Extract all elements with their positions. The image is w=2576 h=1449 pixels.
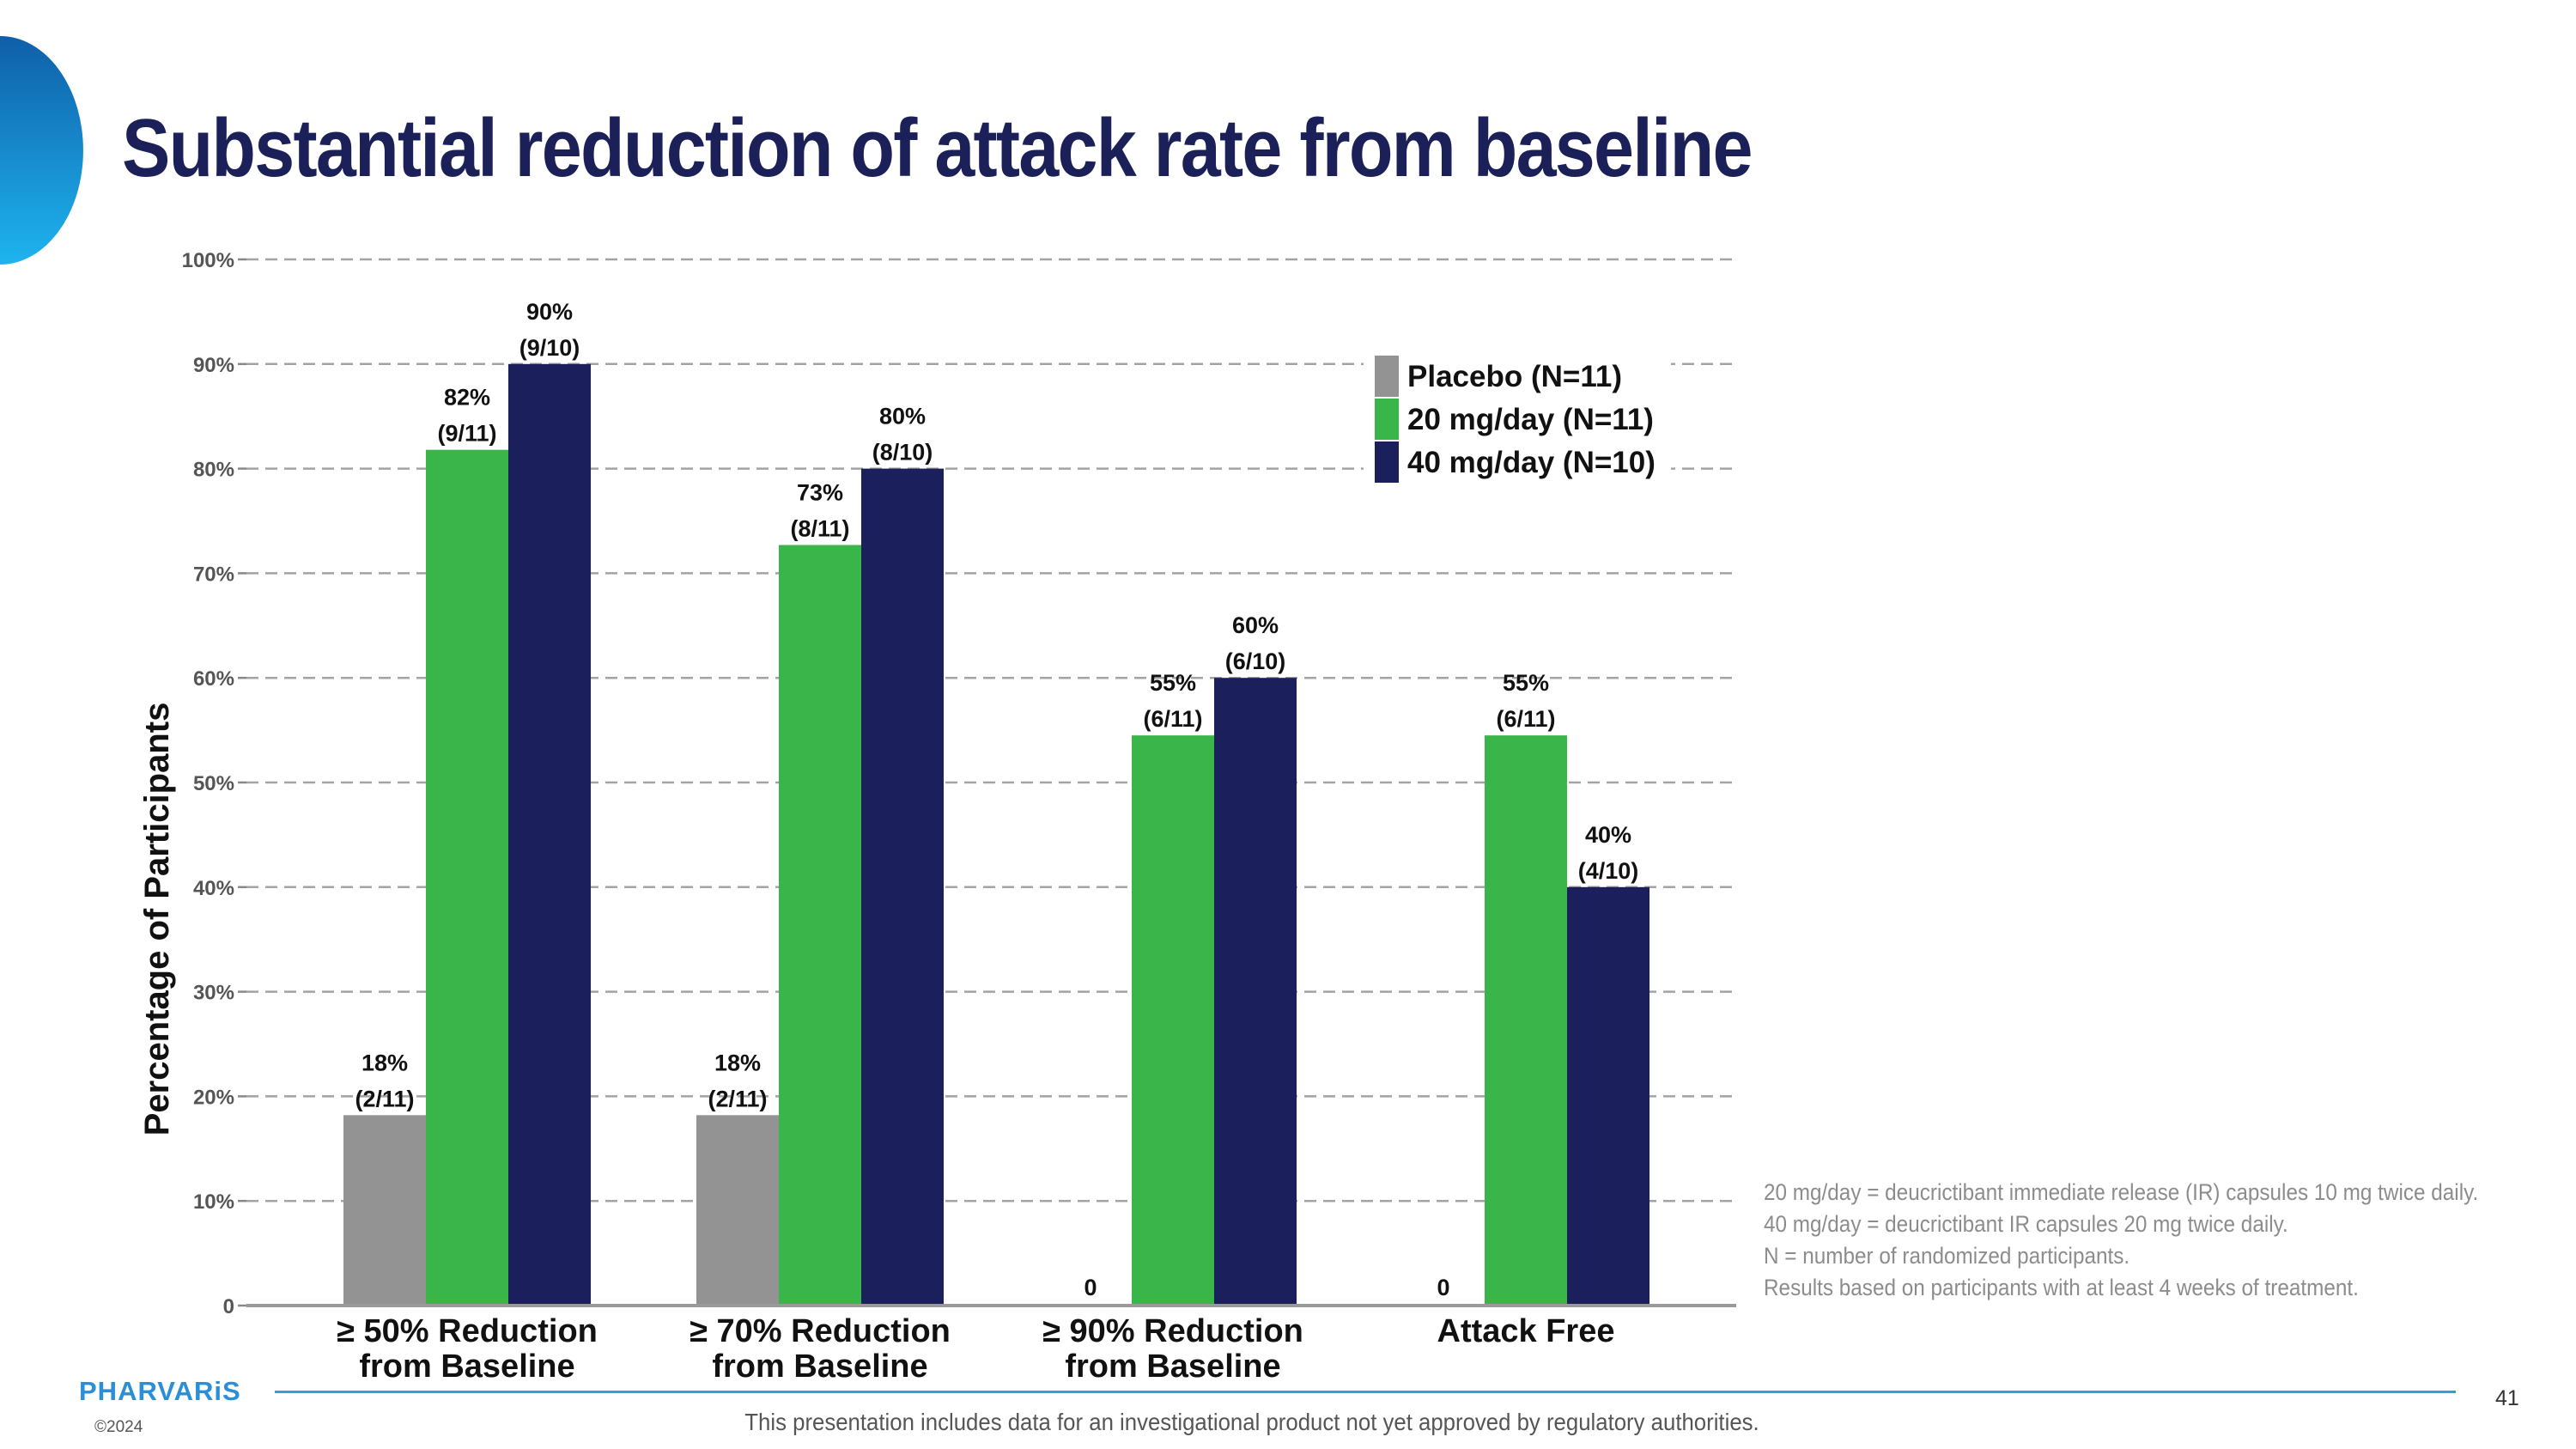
data-label: 55% bbox=[1503, 670, 1549, 696]
x-tick-label: ≥ 50% Reduction bbox=[337, 1313, 598, 1349]
y-tick-label: 10% bbox=[193, 1190, 234, 1214]
bar bbox=[426, 449, 508, 1306]
x-tick-label: Attack Free bbox=[1437, 1313, 1615, 1349]
data-label: (9/11) bbox=[437, 421, 496, 447]
corner-decoration bbox=[0, 36, 83, 265]
legend: Placebo (N=11) 20 mg/day (N=11) 40 mg/day … bbox=[1364, 345, 1671, 493]
data-label: (6/11) bbox=[1143, 706, 1202, 732]
data-label: 80% bbox=[879, 404, 926, 429]
data-label: (8/10) bbox=[872, 440, 933, 466]
data-labels: 18% (2/11) 82% (9/11) 90% (9/10) 18% (2/11) 73% (… bbox=[355, 299, 1638, 1300]
y-tick-label: 70% bbox=[193, 563, 234, 586]
bars bbox=[343, 363, 1649, 1306]
bar bbox=[1567, 886, 1649, 1306]
bar bbox=[861, 468, 944, 1306]
y-tick-label: 20% bbox=[193, 1086, 234, 1109]
page-title: Substantial reduction of attack rate fro… bbox=[122, 102, 1753, 194]
data-label: 18% bbox=[714, 1050, 761, 1075]
legend-swatch bbox=[1375, 441, 1399, 483]
data-label: (2/11) bbox=[708, 1086, 767, 1111]
footer-divider bbox=[275, 1391, 2456, 1393]
footnote: 20 mg/day = deucrictibant immediate rele… bbox=[1764, 1179, 2479, 1205]
footnotes: 20 mg/day = deucrictibant immediate rele… bbox=[1764, 1177, 2571, 1304]
data-label: 55% bbox=[1150, 670, 1196, 696]
x-tick-label: from Baseline bbox=[712, 1349, 927, 1385]
y-tick-label: 80% bbox=[193, 459, 234, 482]
data-label: 90% bbox=[526, 299, 573, 325]
x-tick-label: ≥ 70% Reduction bbox=[690, 1313, 951, 1349]
page-number: 41 bbox=[2495, 1386, 2519, 1410]
y-tick-label: 100% bbox=[182, 249, 234, 272]
y-tick-label: 0 bbox=[223, 1295, 234, 1318]
legend-label: 40 mg/day (N=10) bbox=[1407, 446, 1656, 479]
data-label: 18% bbox=[361, 1050, 408, 1075]
y-axis-label: Percentage of Participants bbox=[138, 703, 176, 1136]
y-tick-label: 90% bbox=[193, 354, 234, 377]
y-tick-label: 30% bbox=[193, 982, 234, 1005]
bar bbox=[508, 363, 591, 1306]
y-tick-label: 60% bbox=[193, 667, 234, 691]
footnote: Results based on participants with at le… bbox=[1764, 1275, 2359, 1300]
x-tick-label: ≥ 90% Reduction bbox=[1042, 1313, 1303, 1349]
data-label: (6/11) bbox=[1496, 706, 1555, 732]
data-label: 73% bbox=[797, 480, 843, 506]
legend-label: Placebo (N=11) bbox=[1407, 360, 1622, 393]
data-label: (6/10) bbox=[1225, 648, 1286, 674]
bar bbox=[696, 1115, 779, 1306]
bar bbox=[1214, 678, 1297, 1306]
data-label: 82% bbox=[444, 385, 490, 411]
y-axis-ticks: 0 10% 20% 30% 40% 50% 60% 70% 80% 90% 100% bbox=[182, 249, 246, 1318]
data-label: 0 bbox=[1437, 1275, 1449, 1300]
legend-swatch bbox=[1375, 356, 1399, 397]
data-label: 0 bbox=[1084, 1275, 1097, 1300]
y-tick-label: 40% bbox=[193, 877, 234, 900]
bar bbox=[779, 545, 861, 1306]
data-label: 60% bbox=[1232, 612, 1279, 638]
legend-label: 20 mg/day (N=11) bbox=[1407, 403, 1654, 436]
disclaimer: This presentation includes data for an i… bbox=[744, 1409, 1759, 1435]
legend-swatch bbox=[1375, 399, 1399, 440]
bar bbox=[343, 1115, 426, 1306]
data-label: 40% bbox=[1585, 822, 1631, 848]
brand-logo: PHARVARiS bbox=[79, 1376, 241, 1406]
data-label: (9/10) bbox=[519, 335, 580, 361]
data-label: (4/10) bbox=[1578, 858, 1639, 884]
bar bbox=[1132, 735, 1214, 1306]
copyright: ©2024 bbox=[94, 1418, 143, 1436]
data-label: (8/11) bbox=[790, 516, 849, 542]
footnote: 40 mg/day = deucrictibant IR capsules 20… bbox=[1764, 1211, 2288, 1237]
bar bbox=[1485, 735, 1567, 1306]
x-tick-label: from Baseline bbox=[359, 1349, 574, 1385]
x-tick-label: from Baseline bbox=[1065, 1349, 1280, 1385]
footnote: N = number of randomized participants. bbox=[1764, 1243, 2130, 1269]
y-tick-label: 50% bbox=[193, 772, 234, 795]
data-label: (2/11) bbox=[355, 1086, 414, 1111]
legend-background bbox=[1364, 345, 1671, 493]
